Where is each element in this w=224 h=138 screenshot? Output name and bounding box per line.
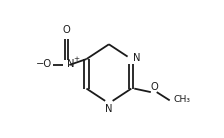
- Text: CH₃: CH₃: [173, 95, 190, 104]
- Text: −O: −O: [36, 59, 52, 69]
- Text: N: N: [105, 104, 113, 115]
- Text: N: N: [67, 59, 74, 69]
- Text: N: N: [133, 53, 140, 63]
- Text: O: O: [62, 25, 70, 35]
- Text: +: +: [73, 56, 79, 62]
- Text: O: O: [150, 82, 158, 92]
